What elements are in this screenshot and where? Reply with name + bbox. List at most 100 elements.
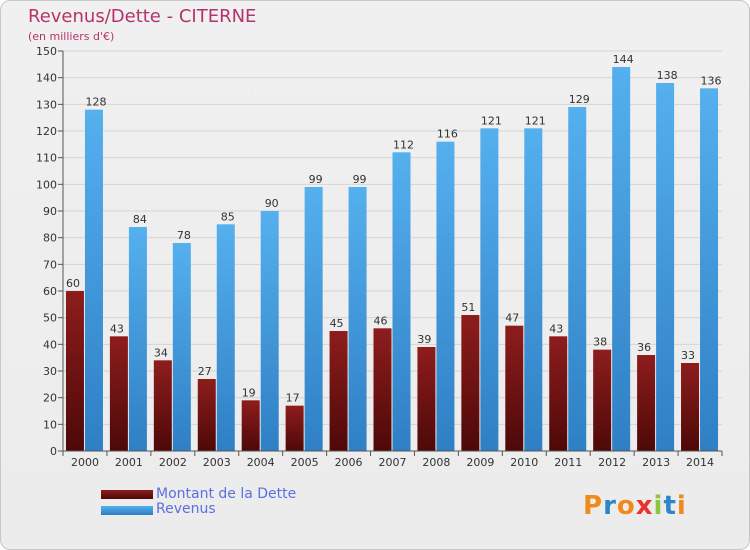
bar-dette [373, 328, 392, 451]
data-label: 121 [481, 114, 502, 127]
x-tick-label: 2004 [247, 456, 275, 469]
data-label: 78 [177, 229, 191, 242]
logo-letter: i [676, 491, 687, 521]
bar-revenus [304, 187, 323, 451]
y-tick-label: 10 [43, 418, 57, 431]
data-label: 51 [461, 301, 475, 314]
logo-letter: o [616, 491, 636, 521]
y-tick-label: 110 [36, 152, 57, 165]
x-tick-label: 2009 [466, 456, 494, 469]
y-tick-label: 40 [43, 338, 57, 351]
y-tick-label: 0 [50, 445, 57, 458]
data-label: 129 [569, 93, 590, 106]
data-label: 121 [525, 114, 546, 127]
y-tick-label: 20 [43, 392, 57, 405]
bar-revenus [260, 211, 279, 451]
data-label: 99 [353, 173, 367, 186]
x-tick-label: 2011 [554, 456, 582, 469]
y-tick-label: 120 [36, 125, 57, 138]
data-label: 47 [505, 312, 519, 325]
bar-revenus [392, 152, 411, 452]
y-tick-label: 90 [43, 205, 57, 218]
bar-dette [593, 349, 612, 451]
data-label: 43 [110, 322, 124, 335]
logo-letter: i [653, 491, 664, 521]
y-tick-label: 60 [43, 285, 57, 298]
legend-label-revenus: Revenus [156, 501, 216, 517]
bar-revenus [128, 227, 147, 451]
bar-dette [681, 363, 700, 451]
bar-dette [153, 360, 172, 451]
bar-revenus [172, 243, 191, 451]
data-label: 46 [374, 314, 388, 327]
bar-dette [285, 405, 304, 451]
y-tick-label: 150 [36, 45, 57, 58]
bar-revenus [216, 224, 235, 451]
data-label: 39 [417, 333, 431, 346]
data-label: 99 [309, 173, 323, 186]
y-tick-label: 140 [36, 72, 57, 85]
data-label: 19 [242, 386, 256, 399]
bar-dette [241, 400, 260, 451]
logo-letter: r [603, 491, 617, 521]
data-label: 116 [437, 128, 458, 141]
data-label: 144 [613, 53, 634, 66]
bar-dette [417, 347, 436, 451]
bar-revenus [700, 88, 719, 451]
legend-swatch-revenus [101, 506, 153, 515]
chart-title: Revenus/Dette - CITERNE [28, 6, 257, 27]
x-tick-label: 2008 [422, 456, 450, 469]
data-label: 136 [701, 74, 722, 87]
bar-revenus [436, 141, 455, 451]
bar-dette [461, 315, 480, 451]
data-label: 45 [330, 317, 344, 330]
bar-dette [109, 336, 128, 451]
data-label: 112 [393, 138, 414, 151]
bar-revenus [612, 67, 631, 451]
logo-letter: x [635, 491, 654, 521]
x-tick-label: 2014 [686, 456, 714, 469]
data-label: 38 [593, 336, 607, 349]
chart-subtitle: (en milliers d'€) [28, 30, 115, 43]
y-tick-label: 130 [36, 98, 57, 111]
bar-revenus [84, 109, 103, 452]
data-label: 43 [549, 322, 563, 335]
x-tick-label: 2012 [598, 456, 626, 469]
data-label: 138 [657, 69, 678, 82]
data-label: 128 [85, 96, 106, 109]
x-tick-label: 2007 [379, 456, 407, 469]
proxiti-logo: Proxiti [583, 491, 687, 521]
data-label: 90 [265, 197, 279, 210]
data-label: 17 [286, 392, 300, 405]
bar-dette [505, 325, 524, 451]
y-tick-label: 30 [43, 365, 57, 378]
legend-swatch-debt [101, 490, 153, 499]
x-tick-label: 2001 [115, 456, 143, 469]
data-label: 33 [681, 349, 695, 362]
x-tick-label: 2003 [203, 456, 231, 469]
bar-revenus [348, 187, 367, 451]
x-tick-label: 2000 [71, 456, 99, 469]
y-tick-label: 80 [43, 232, 57, 245]
bar-revenus [480, 128, 499, 451]
x-tick-label: 2002 [159, 456, 187, 469]
bar-revenus [524, 128, 543, 451]
bar-dette [549, 336, 568, 451]
legend-label-debt: Montant de la Dette [156, 486, 297, 502]
data-label: 85 [221, 210, 235, 223]
bar-dette [329, 331, 348, 451]
data-label: 27 [198, 365, 212, 378]
y-tick-label: 70 [43, 258, 57, 271]
logo-letter: t [663, 491, 677, 521]
bar-revenus [656, 83, 675, 451]
data-label: 36 [637, 341, 651, 354]
logo-letter: P [583, 491, 604, 521]
bar-revenus [568, 107, 587, 451]
y-tick-label: 100 [36, 178, 57, 191]
data-label: 84 [133, 213, 147, 226]
data-label: 60 [66, 277, 80, 290]
x-tick-label: 2013 [642, 456, 670, 469]
bar-dette [65, 291, 84, 451]
bar-dette [637, 355, 656, 451]
